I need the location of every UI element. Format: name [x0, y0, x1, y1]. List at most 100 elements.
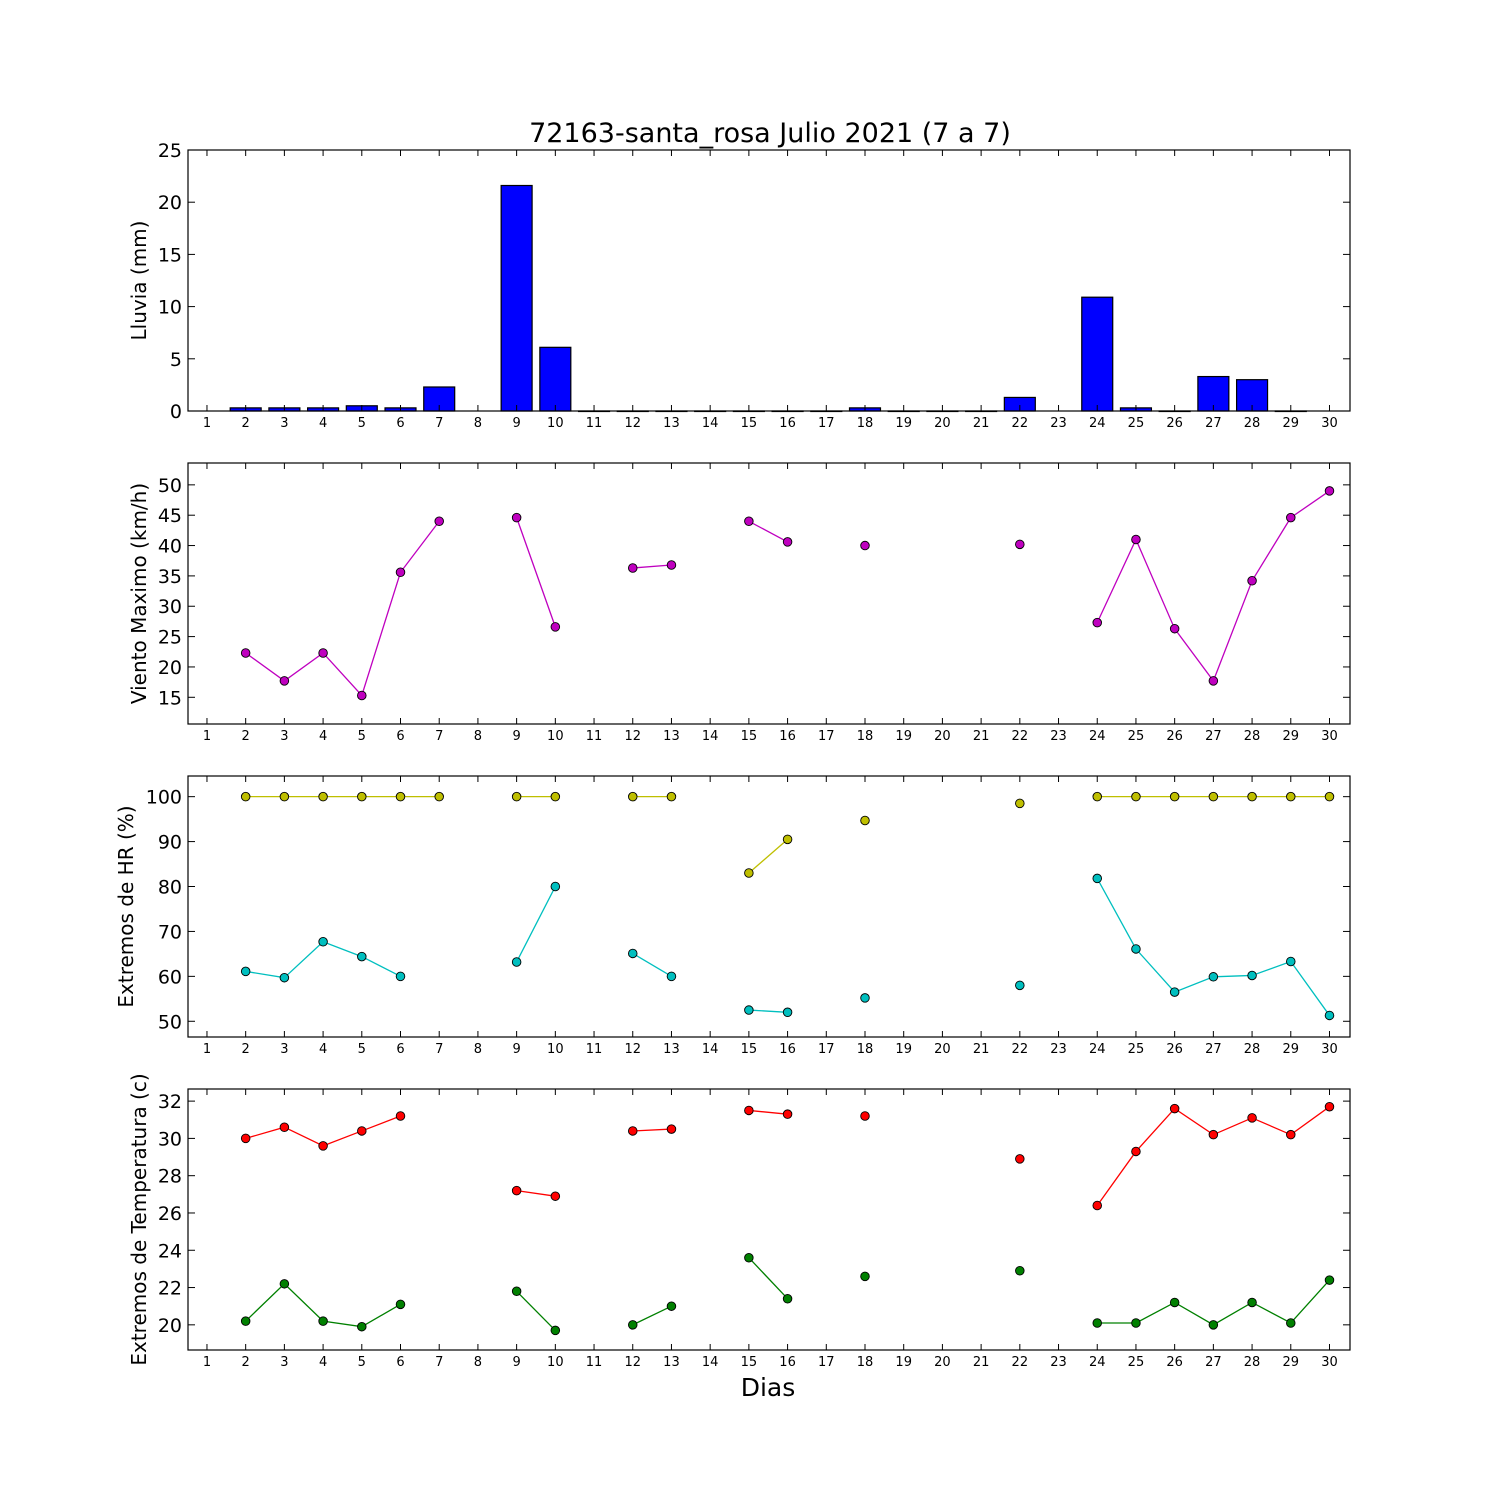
xtick-label: 29 — [1283, 729, 1300, 744]
hr-series-0-point-day-10 — [550, 791, 561, 802]
xtick-label: 30 — [1321, 729, 1338, 744]
temperatura-series-0-point-day-6 — [395, 1111, 406, 1121]
xtick-label: 2 — [242, 1355, 250, 1370]
xtick-label: 5 — [358, 416, 366, 431]
xtick-label: 30 — [1321, 1355, 1338, 1370]
viento-series-0-point-day-5 — [357, 690, 367, 701]
viento-series-0-point-day-2 — [240, 648, 251, 658]
hr-series-1-point-day-22 — [1015, 980, 1025, 991]
temperatura-series-0-point-day-5 — [357, 1126, 367, 1136]
xtick-label: 10 — [547, 1355, 564, 1370]
hr-series-1-line — [516, 886, 556, 963]
hr-series-1-point-day-5 — [357, 951, 367, 962]
xtick-label: 19 — [895, 1355, 912, 1370]
ytick-label: 5 — [170, 349, 182, 371]
xtick-label: 16 — [779, 1355, 796, 1370]
xtick-label: 13 — [663, 416, 680, 431]
xtick-label: 14 — [702, 1042, 719, 1057]
temperatura-series-1-point-day-24 — [1092, 1318, 1102, 1328]
panel-temperatura-frame — [187, 1088, 1351, 1351]
temperatura-series-0-point-day-30 — [1324, 1101, 1335, 1112]
xtick-label: 6 — [396, 416, 404, 431]
hr-series-1-point-day-30 — [1324, 1010, 1335, 1021]
xtick-label: 11 — [586, 1355, 603, 1370]
viento-series-0-point-day-16 — [782, 537, 793, 547]
hr-series-1-line — [245, 941, 401, 979]
ytick-label: 26 — [158, 1203, 182, 1225]
xtick-label: 16 — [779, 416, 796, 431]
panel-hr-ylabel: Extremos de HR (%) — [114, 805, 138, 1007]
xtick-label: 23 — [1050, 1355, 1067, 1370]
temperatura-series-1-point-day-26 — [1169, 1297, 1180, 1308]
temperatura-series-0-point-day-26 — [1169, 1103, 1180, 1114]
xtick-label: 25 — [1128, 729, 1145, 744]
xtick-label: 28 — [1244, 729, 1261, 744]
xtick-label: 25 — [1128, 1042, 1145, 1057]
temperatura-series-0-point-day-2 — [240, 1133, 251, 1144]
temperatura-series-0-point-day-15 — [744, 1105, 754, 1116]
xtick-label: 4 — [319, 1355, 327, 1370]
temperatura-series-1-point-day-4 — [318, 1316, 328, 1326]
viento-series-0-line — [516, 517, 556, 628]
xtick-label: 28 — [1244, 1355, 1261, 1370]
xtick-label: 10 — [547, 416, 564, 431]
xtick-label: 4 — [319, 729, 327, 744]
ytick-label: 100 — [146, 787, 182, 809]
viento-series-0-point-day-28 — [1247, 576, 1257, 586]
xtick-label: 12 — [624, 416, 641, 431]
xtick-label: 24 — [1089, 1355, 1106, 1370]
viento-series-0-point-day-26 — [1169, 623, 1180, 634]
temperatura-series-0-point-day-29 — [1286, 1129, 1296, 1140]
xtick-label: 27 — [1205, 416, 1222, 431]
temperatura-series-1-line — [516, 1290, 556, 1331]
temperatura-series-0-point-day-22 — [1015, 1154, 1025, 1164]
xtick-label: 23 — [1050, 1042, 1067, 1057]
viento-series-0-point-day-10 — [550, 622, 561, 632]
xtick-label: 20 — [934, 416, 951, 431]
xtick-label: 8 — [474, 1355, 482, 1370]
xtick-label: 15 — [741, 1042, 758, 1057]
ytick-label: 35 — [158, 566, 182, 588]
xtick-label: 15 — [741, 416, 758, 431]
hr-series-0-point-day-30 — [1324, 791, 1335, 802]
viento-series-0-point-day-22 — [1015, 539, 1025, 550]
xtick-label: 8 — [474, 416, 482, 431]
xtick-label: 17 — [818, 1042, 835, 1057]
viento-series-0-point-day-6 — [395, 567, 406, 578]
panel-temperatura-ylabel: Extremos de Temperatura (c) — [127, 1073, 151, 1365]
ytick-label: 30 — [158, 596, 182, 618]
xtick-label: 28 — [1244, 416, 1261, 431]
hr-series-1-point-day-26 — [1169, 987, 1180, 997]
temperatura-series-1-point-day-5 — [357, 1321, 367, 1332]
xtick-label: 11 — [586, 416, 603, 431]
viento-series-0-point-day-30 — [1324, 486, 1335, 496]
xtick-label: 19 — [895, 729, 912, 744]
hr-series-1-point-day-3 — [279, 972, 290, 983]
temperatura-series-1-point-day-28 — [1247, 1297, 1257, 1308]
hr-series-1-line — [632, 952, 672, 977]
chart-title: 72163-santa_rosa Julio 2021 (7 a 7) — [529, 118, 1011, 149]
xtick-label: 19 — [895, 416, 912, 431]
xtick-label: 12 — [624, 1042, 641, 1057]
xtick-label: 10 — [547, 1042, 564, 1057]
panel-hr-frame — [187, 775, 1351, 1038]
hr-series-0-point-day-22 — [1015, 798, 1025, 809]
ytick-label: 50 — [158, 475, 182, 497]
ytick-label: 80 — [158, 877, 182, 899]
temperatura-series-0-point-day-16 — [782, 1109, 793, 1119]
xtick-label: 12 — [624, 1355, 641, 1370]
xtick-label: 16 — [779, 1042, 796, 1057]
xtick-label: 18 — [857, 416, 874, 431]
x-axis-label: Dias — [741, 1373, 796, 1402]
xtick-label: 2 — [242, 1042, 250, 1057]
hr-series-0-point-day-28 — [1247, 791, 1257, 802]
xtick-label: 12 — [624, 729, 641, 744]
hr-series-1-line — [748, 1009, 788, 1013]
temperatura-series-0-line — [748, 1109, 788, 1115]
ytick-label: 70 — [158, 921, 182, 943]
ytick-label: 20 — [158, 657, 182, 679]
xtick-label: 7 — [435, 416, 443, 431]
